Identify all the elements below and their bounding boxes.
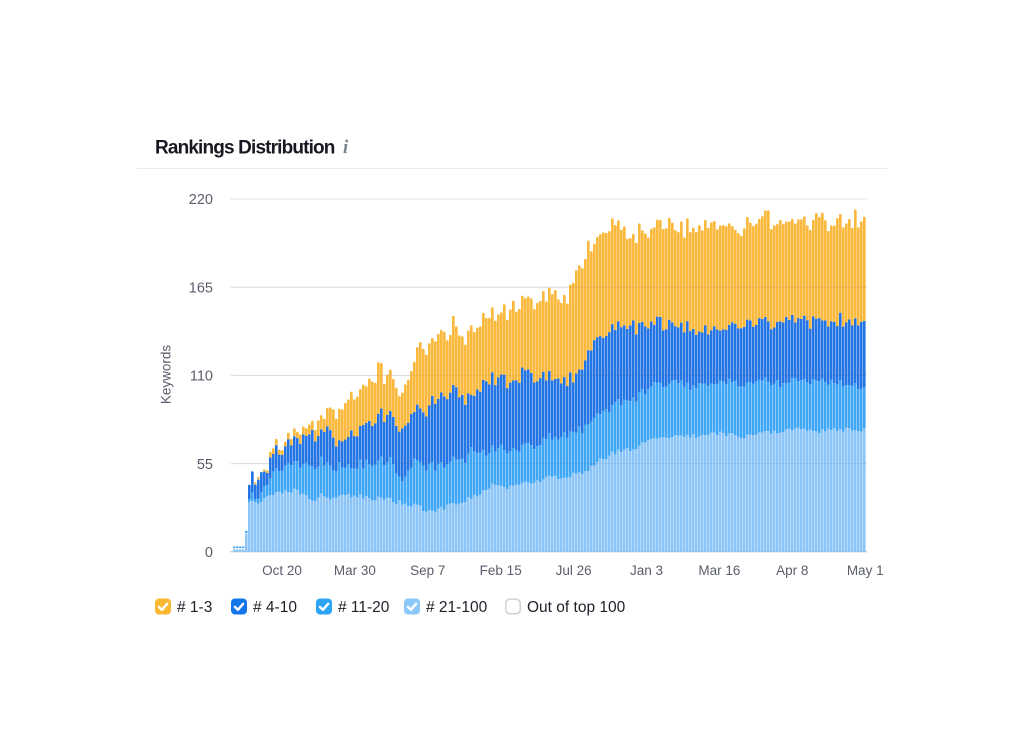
- svg-text:# 21-100: # 21-100: [426, 599, 488, 616]
- svg-text:Oct 20: Oct 20: [262, 563, 302, 578]
- svg-text:Rankings Distribution: Rankings Distribution: [155, 138, 335, 159]
- svg-text:Out of top 100: Out of top 100: [527, 599, 626, 616]
- svg-text:# 11-20: # 11-20: [338, 599, 390, 616]
- svg-text:Apr 8: Apr 8: [776, 563, 808, 578]
- svg-text:55: 55: [197, 457, 213, 473]
- svg-text:110: 110: [190, 369, 213, 385]
- svg-text:Mar 30: Mar 30: [334, 563, 376, 578]
- svg-text:Jul 26: Jul 26: [556, 563, 592, 578]
- svg-text:0: 0: [205, 545, 213, 561]
- svg-text:165: 165: [189, 280, 213, 296]
- svg-text:Mar 16: Mar 16: [698, 563, 740, 578]
- svg-text:May 1: May 1: [847, 563, 884, 578]
- svg-text:Sep 7: Sep 7: [410, 563, 445, 578]
- svg-text:# 4-10: # 4-10: [253, 599, 297, 616]
- svg-text:Feb 15: Feb 15: [480, 563, 522, 578]
- svg-text:# 1-3: # 1-3: [177, 599, 212, 616]
- svg-text:Jan 3: Jan 3: [630, 563, 663, 578]
- svg-text:220: 220: [189, 192, 213, 208]
- svg-text:Keywords: Keywords: [159, 345, 174, 405]
- svg-text:i: i: [343, 138, 349, 158]
